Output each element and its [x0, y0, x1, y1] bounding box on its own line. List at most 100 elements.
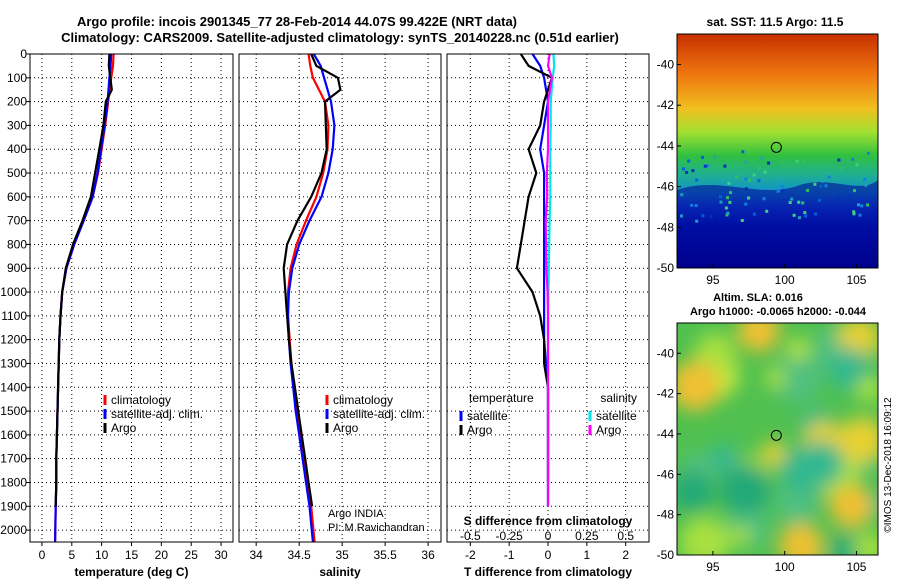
diff-legend-temperature-label: satellite — [467, 409, 508, 423]
sla-map-title: Altim. SLA: 0.016 — [713, 292, 803, 304]
sst-speckle-cell — [779, 179, 783, 183]
sst-speckle-cell — [747, 196, 751, 200]
depth-ytick-label: 200 — [7, 95, 27, 109]
sst-speckle-cell — [798, 216, 801, 220]
sla-blob — [760, 441, 786, 466]
sst-speckle-cell — [713, 155, 717, 159]
map-xtick-label: 100 — [775, 560, 795, 574]
sst-speckle-cell — [762, 197, 766, 201]
depth-ytick-label: 1200 — [0, 333, 27, 347]
diff-legend-temperature-label: Argo — [467, 423, 493, 437]
sst-speckle-cell — [781, 189, 785, 193]
sst-speckle-cell — [709, 214, 713, 218]
temp-xtick-label: 15 — [125, 548, 139, 562]
sla-blob — [737, 323, 780, 352]
map-xtick-label: 95 — [706, 273, 720, 287]
sla-map-frame — [676, 322, 879, 556]
sst-speckle-cell — [695, 178, 699, 182]
depth-ytick-label: 1800 — [0, 475, 27, 489]
temp-legend-label: Argo — [111, 421, 137, 435]
sst-speckle-cell — [814, 212, 818, 216]
temp-xtick-label: 10 — [95, 548, 109, 562]
sla-blob — [720, 463, 771, 515]
diff-top-tick-label: -0.5 — [460, 529, 481, 543]
sal-xlabel: salinity — [319, 565, 361, 579]
argo-pi-line2: PI: M Ravichandran — [328, 522, 425, 534]
sla-blob — [838, 417, 878, 464]
map-ytick-label: -50 — [657, 261, 675, 275]
sla-blob — [710, 444, 739, 473]
map-xtick-label: 95 — [706, 560, 720, 574]
sst-speckle-cell — [744, 202, 748, 206]
sst-speckle-cell — [848, 194, 852, 198]
sst-speckle-cell — [851, 157, 855, 161]
sla-blob — [772, 354, 821, 404]
map-ytick-label: -44 — [657, 427, 675, 441]
sst-speckle-cell — [852, 212, 856, 216]
sal-series-climatology — [286, 53, 330, 543]
sst-speckle-cell — [795, 159, 799, 163]
sal-panel-frame — [238, 53, 442, 543]
map-ytick-label: -44 — [657, 139, 675, 153]
sst-speckle-cell — [718, 195, 722, 199]
diff-top-tick-label: 0.5 — [617, 529, 634, 543]
sst-speckle-cell — [860, 204, 864, 208]
sla-blob — [798, 440, 844, 487]
sal-legend-label: Argo — [333, 421, 359, 435]
diff-series-argo-salinity — [544, 53, 554, 507]
depth-ytick-label: 600 — [7, 190, 27, 204]
sst-speckle-cell — [813, 182, 817, 186]
map-xtick-label: 105 — [846, 560, 866, 574]
depth-ytick-label: 300 — [7, 118, 27, 132]
sst-speckle-cell — [721, 201, 725, 205]
sst-speckle-cell — [695, 219, 699, 223]
sst-speckle-cell — [687, 159, 691, 163]
diff-top-tick-label: 0 — [545, 529, 552, 543]
sst-speckle-cell — [690, 203, 694, 207]
temp-legend-label: climatology — [111, 393, 171, 407]
sla-blob — [677, 360, 721, 411]
map-ytick-label: -50 — [657, 548, 675, 562]
sst-speckle-cell — [827, 175, 831, 179]
sal-xtick-label: 34.5 — [287, 548, 311, 562]
map-ytick-label: -48 — [657, 508, 675, 522]
depth-ytick-label: 900 — [7, 261, 27, 275]
sst-speckle-cell — [866, 203, 870, 207]
sst-speckle-cell — [680, 214, 683, 218]
depth-ytick-label: 1100 — [1, 309, 27, 323]
sal-series-satellite-adj--clim- — [286, 53, 336, 543]
sst-speckle-cell — [740, 219, 744, 222]
diff-xtick-label: -1 — [504, 548, 515, 562]
map-xtick-label: 105 — [846, 273, 866, 287]
sst-speckle-cell — [864, 183, 868, 187]
diff-legend-temperature-title: temperature — [469, 391, 534, 405]
sla-blob — [853, 532, 878, 555]
sal-xtick-label: 34 — [250, 548, 264, 562]
sst-speckle-cell — [765, 209, 769, 213]
sst-speckle-cell — [858, 213, 862, 217]
sst-speckle-cell — [780, 185, 784, 189]
sst-speckle-cell — [792, 213, 796, 217]
sst-speckle-cell — [719, 200, 723, 204]
sst-speckle-cell — [824, 184, 828, 188]
map-ytick-label: -46 — [657, 467, 675, 481]
sla-blob — [764, 366, 787, 389]
sst-speckle-cell — [691, 169, 695, 173]
sst-speckle-cell — [803, 160, 807, 164]
sla-blob — [779, 523, 824, 555]
sla-map-axes: 95 100 105 -40 -42 -44 -46 -48 -50 — [657, 346, 867, 574]
sst-speckle-cell — [682, 167, 685, 171]
sst-speckle-cell — [725, 213, 729, 217]
depth-ytick-label: 500 — [7, 166, 27, 180]
sal-xtick-label: 35.5 — [373, 548, 397, 562]
temp-xtick-label: 20 — [155, 548, 169, 562]
diff-legend-salinity-label: satellite — [596, 409, 637, 423]
sst-speckle-cell — [703, 164, 707, 168]
diff-xtick-label: 1 — [584, 548, 591, 562]
depth-ytick-label: 700 — [7, 214, 27, 228]
sst-speckle-cell — [757, 166, 761, 170]
sst-speckle-cell — [728, 200, 732, 204]
sla-blob — [787, 338, 809, 360]
sal-series-argo — [282, 53, 342, 507]
